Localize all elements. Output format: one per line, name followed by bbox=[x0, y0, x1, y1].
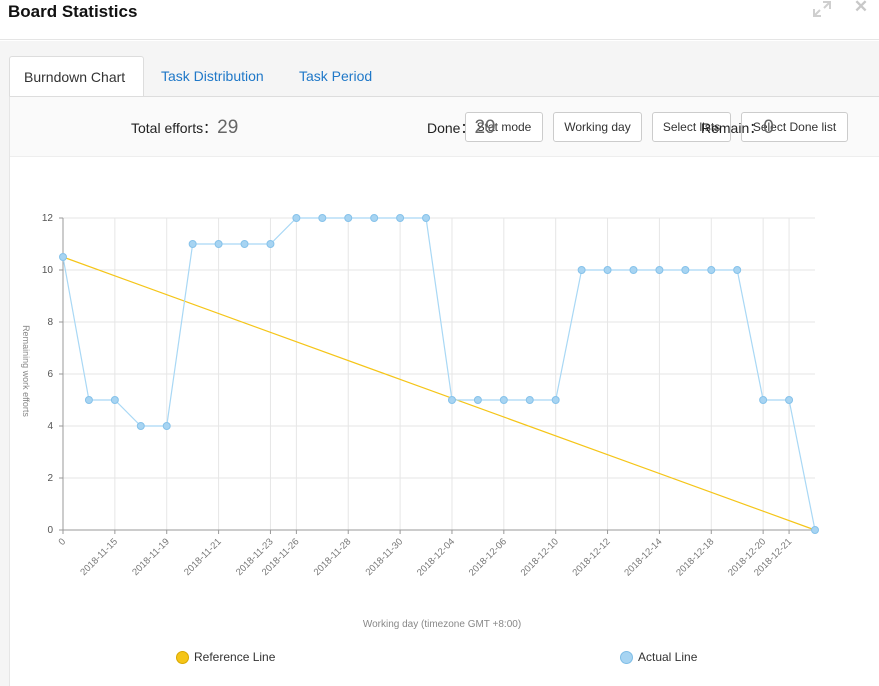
actual-point bbox=[811, 526, 819, 534]
x-axis-label: Working day (timezone GMT +8:00) bbox=[363, 619, 521, 630]
actual-point bbox=[344, 214, 353, 222]
y-axis-label: Remaining work efforts bbox=[21, 325, 31, 417]
actual-point bbox=[240, 240, 249, 248]
actual-point bbox=[59, 253, 67, 261]
actual-point bbox=[136, 422, 145, 430]
actual-point bbox=[396, 214, 405, 222]
actual-point bbox=[785, 396, 794, 404]
burndown-panel: Stat mode Working day Select lists Selec… bbox=[9, 96, 879, 686]
remain-value: 0 bbox=[763, 117, 774, 138]
legend-reference[interactable]: Reference Line bbox=[176, 650, 275, 664]
y-tick-label: 12 bbox=[42, 213, 54, 224]
actual-point bbox=[655, 266, 664, 274]
actual-point bbox=[110, 396, 119, 404]
y-tick-label: 4 bbox=[47, 421, 53, 432]
y-tick-label: 0 bbox=[47, 525, 53, 536]
total-efforts-stat: Total efforts：29 bbox=[131, 117, 238, 139]
x-tick-label: 2018-12-18 bbox=[674, 536, 716, 578]
actual-point bbox=[603, 266, 612, 274]
window-title: Board Statistics bbox=[8, 2, 138, 21]
actual-point bbox=[214, 240, 223, 248]
remain-stat: Remain：0 bbox=[701, 117, 774, 139]
expand-icon[interactable] bbox=[813, 1, 831, 17]
actual-point bbox=[525, 396, 534, 404]
actual-point bbox=[733, 266, 742, 274]
actual-point bbox=[292, 214, 301, 222]
x-axis-ticks: 0 2018-11-15 2018-11-19 2018-11-21 2018-11-2… bbox=[57, 536, 795, 578]
stat-mode-button[interactable]: Stat mode bbox=[465, 112, 543, 142]
actual-point bbox=[266, 240, 275, 248]
y-axis-ticks: 0 2 4 6 8 10 12 bbox=[42, 213, 54, 536]
tab-task-period[interactable]: Task Period bbox=[299, 68, 373, 84]
working-day-button[interactable]: Working day bbox=[553, 112, 642, 142]
x-tick-label: 2018-12-10 bbox=[519, 536, 561, 578]
legend-actual[interactable]: Actual Line bbox=[620, 650, 697, 664]
x-tick-label: 2018-11-28 bbox=[312, 536, 354, 578]
x-tick-label: 2018-12-12 bbox=[571, 536, 613, 578]
modal-body: Burndown Chart Task Distribution Task Pe… bbox=[0, 41, 879, 686]
done-stat: Done：29 bbox=[427, 117, 496, 139]
x-tick-label: 2018-11-19 bbox=[130, 536, 172, 578]
actual-line bbox=[62, 217, 816, 531]
actual-point bbox=[629, 266, 638, 274]
actual-point bbox=[681, 266, 690, 274]
chart-series bbox=[59, 214, 819, 534]
actual-point bbox=[84, 396, 93, 404]
window-header: Board Statistics ✕ bbox=[0, 0, 879, 40]
actual-point bbox=[577, 266, 586, 274]
reference-legend-label: Reference Line bbox=[194, 650, 276, 664]
close-icon[interactable]: ✕ bbox=[853, 0, 869, 16]
x-tick-label: 0 bbox=[57, 536, 69, 548]
select-lists-button[interactable]: Select lists bbox=[652, 112, 731, 142]
x-tick-label: 2018-12-14 bbox=[622, 536, 664, 578]
done-value: 29 bbox=[474, 117, 496, 138]
actual-point bbox=[318, 214, 327, 222]
actual-legend-label: Actual Line bbox=[638, 650, 698, 664]
x-tick-label: 2018-12-06 bbox=[467, 536, 509, 578]
actual-point bbox=[551, 396, 560, 404]
actual-point bbox=[188, 240, 197, 248]
y-tick-label: 2 bbox=[47, 473, 53, 484]
total-efforts-value: 29 bbox=[217, 117, 239, 138]
y-tick-label: 6 bbox=[47, 369, 53, 380]
x-tick-label: 2018-11-15 bbox=[78, 536, 120, 578]
y-tick-label: 8 bbox=[47, 317, 53, 328]
actual-point bbox=[422, 214, 431, 222]
actual-point bbox=[473, 396, 482, 404]
tab-burndown-chart[interactable]: Burndown Chart bbox=[9, 56, 144, 97]
chart-grid bbox=[59, 217, 815, 534]
actual-point bbox=[707, 266, 716, 274]
toolbar: Stat mode Working day Select lists Selec… bbox=[10, 97, 879, 157]
actual-point bbox=[162, 422, 171, 430]
total-efforts-label: Total efforts： bbox=[131, 120, 218, 136]
actual-point bbox=[370, 214, 379, 222]
actual-point bbox=[447, 396, 456, 404]
reference-line bbox=[62, 256, 816, 531]
y-tick-label: 10 bbox=[42, 265, 54, 276]
actual-legend-swatch bbox=[620, 651, 633, 664]
x-tick-label: 2018-12-04 bbox=[415, 536, 457, 578]
x-tick-label: 2018-11-30 bbox=[364, 536, 406, 578]
done-label: Done： bbox=[427, 120, 475, 136]
actual-point bbox=[759, 396, 768, 404]
tab-task-distribution[interactable]: Task Distribution bbox=[161, 68, 264, 84]
reference-legend-swatch bbox=[176, 651, 189, 664]
select-done-list-button[interactable]: Select Done list bbox=[741, 112, 848, 142]
remain-label: Remain： bbox=[701, 120, 764, 136]
actual-point bbox=[499, 396, 508, 404]
x-tick-label: 2018-11-21 bbox=[182, 536, 224, 578]
